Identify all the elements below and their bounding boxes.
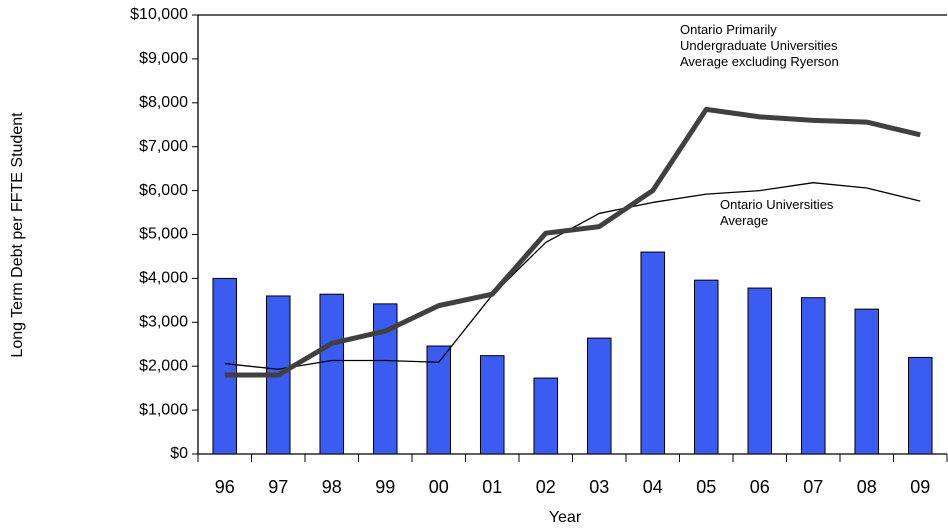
x-tick-label: 99 <box>375 477 395 497</box>
y-tick-label: $2,000 <box>139 357 188 374</box>
bar <box>586 337 612 455</box>
bar <box>372 303 398 455</box>
x-tick-label: 02 <box>536 477 556 497</box>
y-tick-label: $9,000 <box>139 50 188 67</box>
bar <box>319 293 345 455</box>
bar <box>747 287 773 455</box>
bar <box>212 277 238 455</box>
y-tick-label: $6,000 <box>139 182 188 199</box>
x-tick-label: 98 <box>322 477 342 497</box>
y-tick-label: $5,000 <box>139 226 188 243</box>
line-series <box>224 106 921 378</box>
series-label: Ontario Universities Average <box>720 197 834 228</box>
bar <box>426 345 452 455</box>
x-axis-label: Year <box>549 509 582 526</box>
x-tick-label: 09 <box>910 477 930 497</box>
bar <box>854 308 880 455</box>
x-tick-label: 96 <box>215 477 235 497</box>
y-tick-label: $7,000 <box>139 138 188 155</box>
y-tick-label: $4,000 <box>139 270 188 287</box>
bar <box>479 355 505 455</box>
x-tick-label: 03 <box>589 477 609 497</box>
y-tick-label: $0 <box>170 445 188 462</box>
bar <box>693 279 719 455</box>
x-tick-label: 00 <box>429 477 449 497</box>
bar <box>533 377 559 455</box>
x-tick-label: 08 <box>857 477 877 497</box>
x-tick-label: 06 <box>750 477 770 497</box>
bar <box>907 356 933 455</box>
y-tick-label: $10,000 <box>130 6 188 23</box>
bar <box>640 251 666 455</box>
y-tick-label: $1,000 <box>139 401 188 418</box>
y-tick-label: $8,000 <box>139 94 188 111</box>
x-tick-label: 04 <box>643 477 663 497</box>
bar <box>800 297 826 455</box>
y-axis-label: Long Term Debt per FFTE Student <box>9 112 26 358</box>
x-tick-label: 07 <box>803 477 823 497</box>
x-tick-label: 97 <box>268 477 288 497</box>
x-tick-label: 01 <box>482 477 502 497</box>
series-label: Ontario Primarily Undergraduate Universi… <box>680 22 839 69</box>
y-tick-label: $3,000 <box>139 314 188 331</box>
x-tick-label: 05 <box>696 477 716 497</box>
